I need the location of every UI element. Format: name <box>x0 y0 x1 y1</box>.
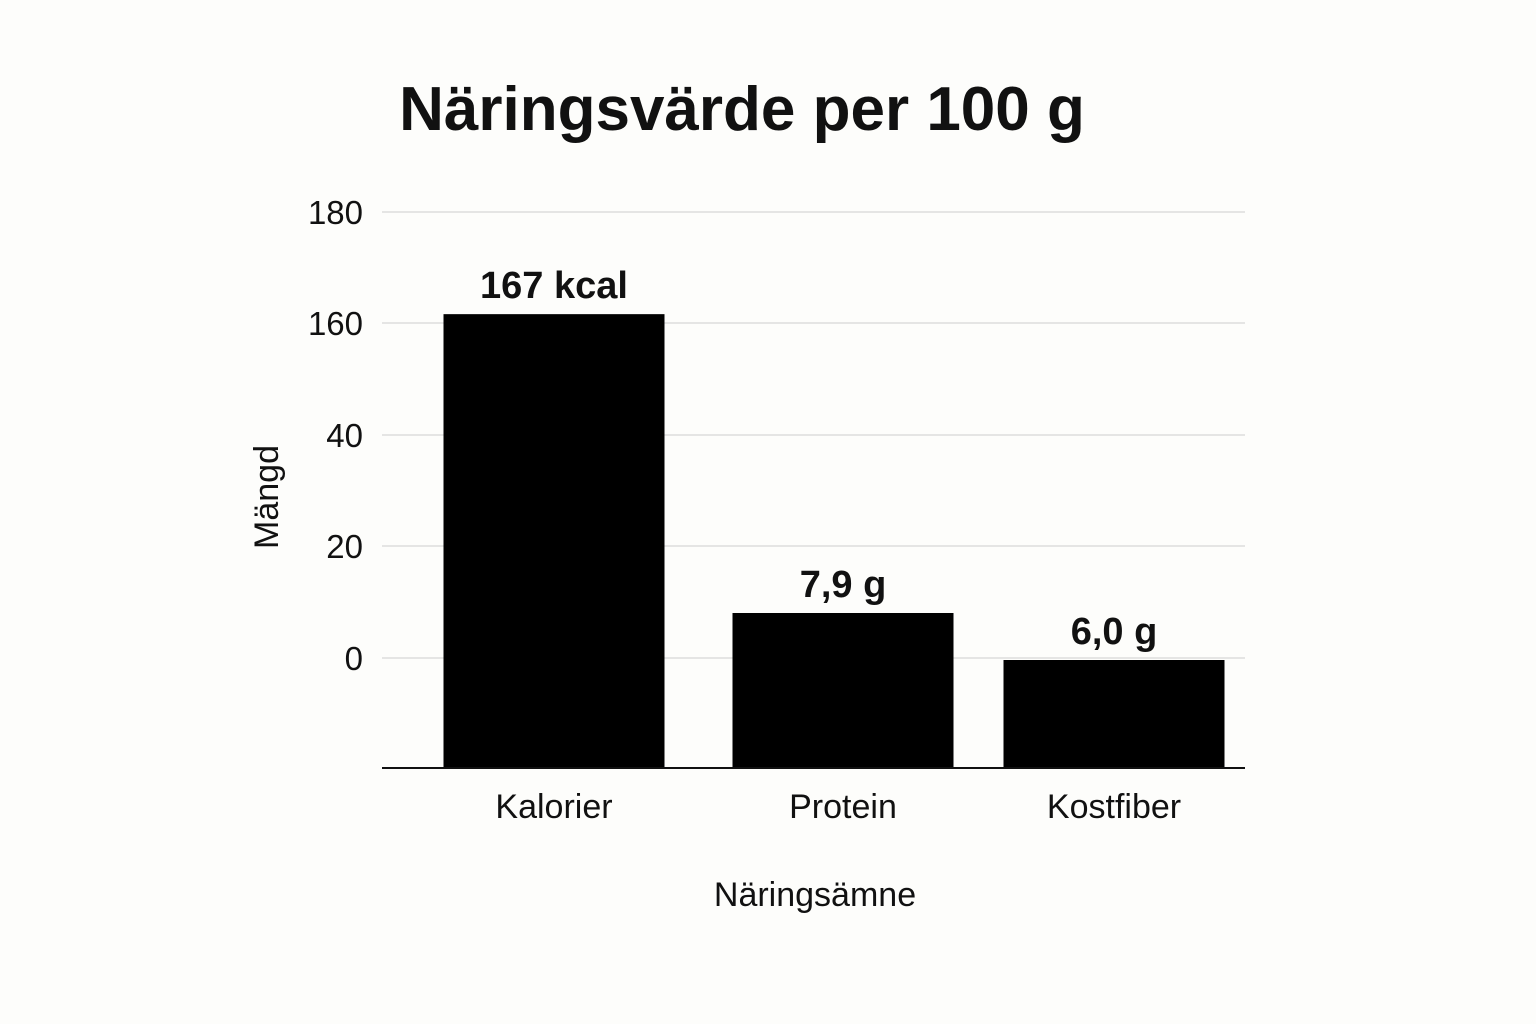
y-tick-label: 0 <box>345 640 363 677</box>
bar-kostfiber <box>1003 660 1225 768</box>
y-tick-label: 160 <box>308 305 363 342</box>
data-label: 6,0 g <box>1071 611 1158 653</box>
bars <box>443 314 1225 768</box>
y-tick-label: 40 <box>326 417 363 454</box>
x-category-label: Kostfiber <box>1047 788 1181 826</box>
x-category-label: Protein <box>789 788 897 826</box>
y-axis-title: Mängd <box>248 445 286 549</box>
x-category-label: Kalorier <box>495 788 612 826</box>
data-label: 7,9 g <box>800 564 887 606</box>
y-axis-ticks: 0 20 40 160 180 <box>308 194 363 677</box>
data-labels: 167 kcal 7,9 g 6,0 g <box>480 265 1157 653</box>
chart-title: Näringsvärde per 100 g <box>399 75 1085 144</box>
x-axis-categories: Kalorier Protein Kostfiber <box>495 788 1181 826</box>
data-label: 167 kcal <box>480 265 628 307</box>
y-tick-label: 20 <box>326 528 363 565</box>
y-tick-label: 180 <box>308 194 363 231</box>
x-axis-title: Näringsämne <box>714 876 916 914</box>
bar-kalorier <box>443 314 665 768</box>
bar-protein <box>732 613 954 768</box>
